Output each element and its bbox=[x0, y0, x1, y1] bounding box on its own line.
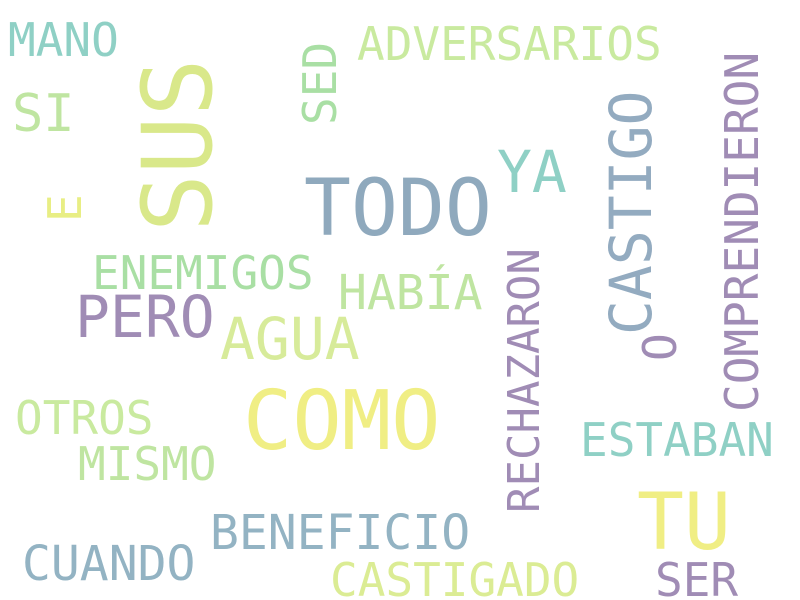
word-cuando: CUANDO bbox=[22, 536, 196, 592]
word-agua: AGUA bbox=[220, 305, 360, 373]
word-rechazaron: RECHAZARON bbox=[499, 248, 550, 513]
word-habia: HABÍA bbox=[338, 265, 483, 321]
word-castigo: CASTIGO bbox=[597, 90, 665, 335]
word-e: E bbox=[38, 194, 92, 222]
word-estaban: ESTABAN bbox=[580, 413, 774, 467]
word-tu: TU bbox=[637, 478, 731, 568]
word-sed: SED bbox=[293, 41, 347, 125]
word-ya: YA bbox=[497, 138, 567, 206]
word-castigado: CASTIGADO bbox=[330, 553, 580, 600]
word-o: O bbox=[633, 333, 687, 361]
word-mano: MANO bbox=[8, 13, 119, 67]
word-pero: PERO bbox=[75, 283, 215, 351]
word-mismo: MISMO bbox=[78, 437, 217, 491]
word-comprendieron: COMPRENDIERON bbox=[715, 51, 769, 412]
word-ser: SER bbox=[655, 553, 739, 600]
word-enemigos: ENEMIGOS bbox=[92, 246, 314, 300]
word-otros: OTROS bbox=[15, 391, 154, 445]
word-adversarios: ADVERSARIOS bbox=[357, 17, 662, 71]
word-como: COMO bbox=[243, 374, 441, 469]
word-si: SI bbox=[12, 84, 75, 144]
word-beneficio: BENEFICIO bbox=[210, 505, 471, 561]
word-sus: SUS bbox=[122, 58, 234, 232]
word-todo: TODO bbox=[304, 164, 492, 254]
